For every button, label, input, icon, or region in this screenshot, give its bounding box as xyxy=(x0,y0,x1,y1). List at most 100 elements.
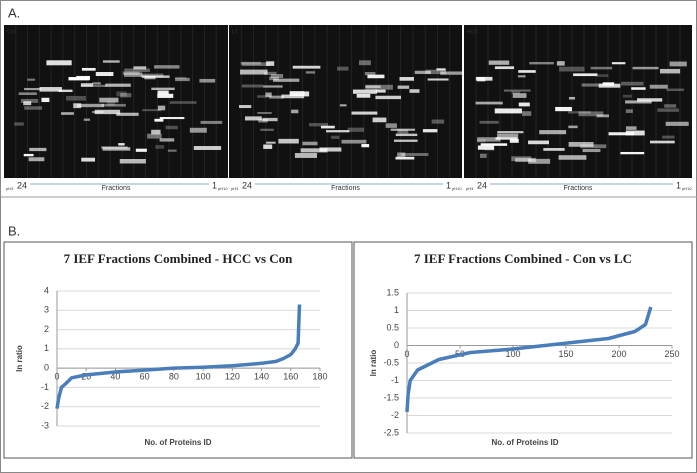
gel-band xyxy=(620,151,645,155)
gel-band xyxy=(119,158,146,164)
x-tick-label: 120 xyxy=(225,372,240,382)
x-tick-label: 250 xyxy=(664,349,679,359)
y-tick-label: -2.5 xyxy=(383,427,399,437)
gel-band xyxy=(555,106,572,112)
gel-image xyxy=(229,25,462,178)
x-tick-label: 80 xyxy=(169,372,179,382)
gel-band xyxy=(578,111,604,117)
gel-band xyxy=(102,147,131,151)
y-tick-label: -1.5 xyxy=(383,392,399,402)
gel-band xyxy=(155,145,165,149)
gel-band xyxy=(80,83,94,87)
chart-title: 7 IEF Fractions Combined - Con vs LC xyxy=(414,251,632,266)
axis-unit: pH3 xyxy=(466,186,474,191)
gel-band xyxy=(151,129,161,135)
gel-band xyxy=(157,90,169,95)
chart-frame xyxy=(353,241,693,459)
gel-band xyxy=(385,123,397,128)
gel-band xyxy=(556,61,565,66)
gel-band xyxy=(154,118,164,122)
gel-band xyxy=(302,141,318,146)
panel-label: A. xyxy=(8,5,20,20)
gel-band xyxy=(175,77,190,82)
gel-band xyxy=(409,89,420,93)
gel-band xyxy=(431,119,445,124)
x-tick-label: 100 xyxy=(196,372,211,382)
gel-band xyxy=(480,143,508,146)
gel-band xyxy=(479,153,487,158)
gel-label: LC xyxy=(232,29,239,35)
gel-band xyxy=(558,155,587,160)
gel-band xyxy=(140,73,164,77)
gel-band xyxy=(608,132,635,136)
gel-band xyxy=(199,78,216,83)
arrow-label: Fractions xyxy=(331,185,360,192)
y-tick-label: -1 xyxy=(41,382,49,392)
gel-band xyxy=(339,104,347,107)
gel-band xyxy=(475,76,493,81)
gel-band xyxy=(135,148,147,152)
chart-title: 7 IEF Fractions Combined - HCC vs Con xyxy=(64,251,294,266)
gel-band xyxy=(241,62,270,67)
y-tick-label: -1 xyxy=(391,375,399,385)
x-tick-label: 40 xyxy=(110,372,120,382)
gel-band xyxy=(622,94,632,98)
gel-band xyxy=(662,135,675,139)
gel-band xyxy=(399,77,414,81)
gel-band xyxy=(263,85,283,88)
gel-band xyxy=(193,146,222,150)
gel-band xyxy=(497,133,519,139)
gel-band xyxy=(568,141,594,147)
gel-band xyxy=(390,128,416,131)
gel-band xyxy=(625,109,633,113)
gel-band xyxy=(92,82,101,85)
gel-band xyxy=(528,158,551,164)
gel-band xyxy=(292,65,321,69)
x-tick-label: 0 xyxy=(54,372,59,382)
gel-band xyxy=(497,131,524,134)
x-tick-label: 150 xyxy=(558,349,573,359)
gel-band xyxy=(494,66,515,70)
y-tick-label: -3 xyxy=(41,420,49,430)
gel-band xyxy=(95,72,114,77)
gel-band xyxy=(291,109,299,114)
arrow-label: Fractions xyxy=(564,185,593,192)
axis-end: 24 xyxy=(477,180,487,190)
gel-band xyxy=(331,135,340,139)
gel-band xyxy=(289,91,305,97)
gel-band xyxy=(352,89,377,94)
gel-band xyxy=(91,110,104,114)
gel-band xyxy=(29,147,47,152)
gel-band xyxy=(518,102,530,107)
gel-band xyxy=(61,112,74,115)
gel-band xyxy=(657,108,679,112)
gel-band xyxy=(58,89,73,93)
gel-band xyxy=(326,130,350,133)
gel-band xyxy=(484,148,495,151)
gel-label: Con xyxy=(7,29,16,35)
gel-band xyxy=(528,140,549,145)
gel-band xyxy=(596,74,609,77)
axis-unit: pH3 xyxy=(6,186,14,191)
data-line xyxy=(405,306,653,413)
arrow-label: Fractions xyxy=(102,185,131,192)
gel-band xyxy=(397,129,409,134)
gel-band xyxy=(106,101,116,106)
gel-band xyxy=(511,91,521,94)
axis-unit: pH10 xyxy=(218,186,228,191)
axis-unit: pH3 xyxy=(231,186,239,191)
x-axis-label: No. of Proteins ID xyxy=(491,438,558,447)
gel-band xyxy=(159,138,175,142)
gel-band xyxy=(239,105,252,109)
gel-band xyxy=(244,116,262,121)
axis-end: 24 xyxy=(242,180,252,190)
gel-band xyxy=(351,111,378,115)
gel-band xyxy=(320,125,335,129)
gel-band xyxy=(83,118,90,121)
gel-band xyxy=(637,98,663,102)
y-tick-label: 0.5 xyxy=(386,322,399,332)
gel-band xyxy=(367,74,385,79)
gel-band xyxy=(260,128,274,131)
gel-band xyxy=(375,95,402,100)
